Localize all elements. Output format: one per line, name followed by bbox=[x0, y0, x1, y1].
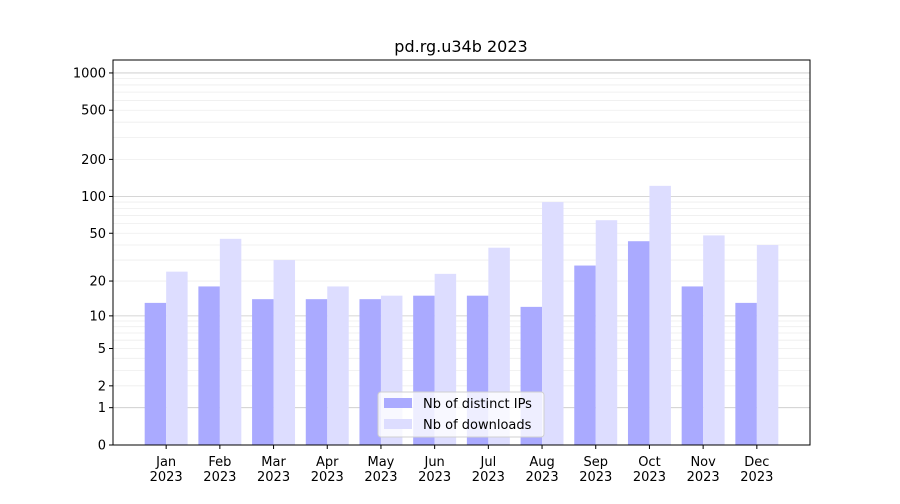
y-tick-label: 1 bbox=[98, 401, 106, 416]
legend-swatch bbox=[384, 419, 412, 429]
x-tick-label: Oct 2023 bbox=[633, 455, 666, 485]
x-tick-label: Aug 2023 bbox=[526, 455, 559, 485]
y-tick-label: 2 bbox=[98, 379, 106, 394]
y-tick-label: 100 bbox=[81, 190, 106, 205]
legend-swatch bbox=[384, 398, 412, 408]
bar-downloads bbox=[542, 202, 564, 445]
y-tick-label: 20 bbox=[89, 275, 106, 290]
legend-label: Nb of distinct IPs bbox=[423, 397, 532, 412]
x-tick-label: Mar 2023 bbox=[257, 455, 290, 485]
bar-downloads bbox=[273, 260, 296, 445]
bar-distinct-ips bbox=[198, 286, 220, 445]
y-tick-label: 10 bbox=[89, 309, 106, 324]
bar-distinct-ips bbox=[252, 299, 274, 445]
x-tick-label: Dec 2023 bbox=[740, 455, 773, 485]
x-axis: Jan 2023 Feb 2023 Mar 2023 Apr 2023 May 2023 Jun 20… bbox=[150, 445, 773, 485]
bar-distinct-ips bbox=[359, 299, 381, 445]
bar-distinct-ips bbox=[305, 299, 328, 445]
x-tick-label: May 2023 bbox=[364, 455, 397, 485]
bar-downloads bbox=[166, 271, 188, 445]
bar-downloads bbox=[219, 238, 242, 445]
x-tick-label: Sep 2023 bbox=[579, 455, 612, 485]
plot-frame bbox=[112, 59, 811, 446]
x-tick-label: Jan 2023 bbox=[150, 455, 183, 485]
bar-downloads bbox=[595, 220, 618, 445]
x-tick-label: Feb 2023 bbox=[203, 455, 236, 485]
bar-distinct-ips bbox=[144, 302, 167, 445]
x-tick-label: Nov 2023 bbox=[687, 455, 720, 485]
bar-downloads bbox=[649, 185, 671, 446]
y-axis: 0 1 2 5 10 20 50 100 200 500 1000 bbox=[73, 66, 113, 454]
bar-distinct-ips bbox=[681, 286, 704, 445]
bar-distinct-ips bbox=[735, 302, 757, 445]
bar-distinct-ips bbox=[574, 265, 596, 445]
x-tick-label: Jun 2023 bbox=[418, 455, 451, 485]
legend-label: Nb of downloads bbox=[423, 418, 532, 433]
bar-distinct-ips bbox=[627, 241, 650, 445]
y-tick-label: 1000 bbox=[73, 66, 106, 81]
bar-downloads bbox=[327, 286, 349, 445]
bar-downloads bbox=[703, 235, 725, 445]
legend-box bbox=[377, 391, 545, 438]
x-tick-label: Jul 2023 bbox=[472, 455, 505, 485]
y-tick-label: 500 bbox=[81, 104, 106, 119]
y-tick-label: 0 bbox=[98, 439, 106, 454]
x-tick-label: Apr 2023 bbox=[311, 455, 344, 485]
y-tick-label: 5 bbox=[98, 342, 106, 357]
y-tick-label: 200 bbox=[81, 153, 106, 168]
chart-title: pd.rg.u34b 2023 bbox=[394, 37, 527, 56]
legend: Nb of distinct IPs Nb of downloads bbox=[377, 391, 545, 438]
y-tick-label: 50 bbox=[89, 227, 106, 242]
bar-downloads bbox=[756, 245, 779, 445]
